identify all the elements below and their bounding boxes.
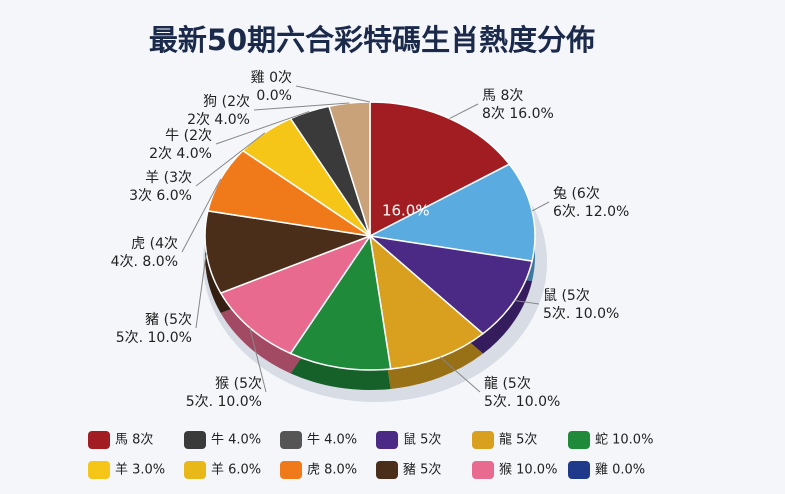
leader-line bbox=[195, 252, 207, 329]
legend-label: 龍 5次 bbox=[499, 432, 537, 448]
legend-swatch bbox=[280, 431, 302, 449]
legend-swatch bbox=[376, 461, 398, 479]
leader-line bbox=[249, 327, 267, 393]
slice bbox=[369, 101, 511, 238]
legend-label: 馬 8次 bbox=[115, 432, 153, 448]
value-label: 3次 6.0% bbox=[129, 188, 192, 204]
slice bbox=[368, 234, 485, 370]
legend-swatch bbox=[568, 461, 590, 479]
legend-label: 羊 6.0% bbox=[211, 462, 261, 478]
inner-value-label: 16.0% bbox=[382, 202, 430, 220]
slice-label: 鼠 (5次 bbox=[543, 288, 590, 304]
value-label: 0.0% bbox=[256, 88, 292, 104]
value-label: 4次. 8.0% bbox=[111, 254, 178, 270]
slice-label: 猴 (5次 bbox=[215, 376, 262, 392]
legend-swatch bbox=[184, 431, 206, 449]
legend-label: 猴 10.0% bbox=[499, 463, 557, 478]
slice-label: 牛 (2次 bbox=[165, 128, 212, 144]
leader-line bbox=[514, 300, 540, 305]
slice-label: 雞 0次 bbox=[251, 70, 292, 86]
slice-label: 馬 8次 bbox=[482, 88, 523, 104]
slice bbox=[289, 234, 392, 371]
slice-label: 虎 (4次 bbox=[131, 236, 178, 252]
legend-swatch bbox=[88, 431, 110, 449]
slice-label: 羊 (3次 bbox=[145, 170, 192, 186]
value-label: 2次 4.0% bbox=[149, 146, 212, 162]
value-label: 2次 4.0% bbox=[187, 112, 250, 128]
legend-swatch bbox=[472, 431, 494, 449]
chart-title: 最新50期六合彩特碼生肖熱度分佈 bbox=[149, 23, 595, 57]
leader-line bbox=[439, 356, 481, 393]
leader-line bbox=[253, 102, 350, 111]
leader-line bbox=[195, 132, 266, 187]
legend-label: 牛 4.0% bbox=[211, 433, 261, 448]
slice-label: 狗 (2次 bbox=[203, 94, 250, 110]
leader-line bbox=[295, 85, 371, 103]
slice bbox=[204, 210, 373, 294]
value-label: 5次. 10.0% bbox=[484, 394, 560, 410]
leader-line bbox=[181, 178, 222, 253]
slice-label: 兔 (6次 bbox=[553, 186, 600, 202]
legend-swatch bbox=[184, 461, 206, 479]
value-label: 5次. 10.0% bbox=[186, 394, 262, 410]
legend-label: 羊 3.0% bbox=[115, 462, 165, 478]
value-label: 6次. 12.0% bbox=[553, 204, 629, 220]
legend-swatch bbox=[376, 431, 398, 449]
legend-label: 蛇 10.0% bbox=[595, 433, 653, 448]
legend-label: 豬 5次 bbox=[403, 462, 441, 478]
legend-label: 鼠 5次 bbox=[403, 432, 441, 448]
slice bbox=[219, 234, 372, 355]
value-label: 5次. 10.0% bbox=[116, 330, 192, 346]
slice bbox=[367, 163, 536, 262]
legend-swatch bbox=[568, 431, 590, 449]
slice-label: 龍 (5次 bbox=[484, 375, 531, 392]
leader-line bbox=[531, 201, 550, 212]
slice bbox=[367, 234, 533, 335]
legend-swatch bbox=[280, 461, 302, 479]
legend-swatch bbox=[88, 461, 110, 479]
value-label: 5次. 10.0% bbox=[543, 306, 619, 322]
legend-swatch bbox=[472, 461, 494, 479]
leader-line bbox=[215, 110, 310, 145]
legend-label: 牛 4.0% bbox=[307, 433, 357, 448]
value-label: 8次 16.0% bbox=[482, 106, 554, 122]
leader-line bbox=[449, 103, 479, 120]
legend-label: 雞 0.0% bbox=[595, 463, 645, 478]
slice-label: 豬 (5次 bbox=[145, 312, 192, 328]
legend-label: 虎 8.0% bbox=[307, 463, 357, 478]
